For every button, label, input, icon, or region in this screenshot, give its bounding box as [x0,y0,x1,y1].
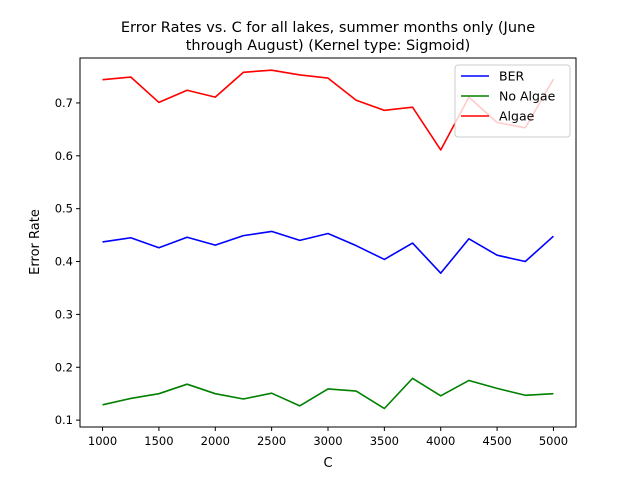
y-axis-label: Error Rate [28,209,43,275]
x-tick-label: 2000 [201,434,230,448]
x-axis-label: C [323,456,332,471]
x-tick-label: 3000 [313,434,342,448]
x-tick-label: 4500 [482,434,511,448]
legend-label-1: No Algae [499,89,556,104]
legend-label-0: BER [499,69,524,84]
x-tick-label: 5000 [539,434,568,448]
y-tick-label: 0.3 [55,307,73,321]
y-tick-label: 0.2 [55,360,73,374]
x-tick-label: 1500 [144,434,173,448]
y-tick-label: 0.6 [55,149,73,163]
x-tick-label: 3500 [370,434,399,448]
y-tick-label: 0.5 [55,202,73,216]
plot-area: 1000 1500 2000 2500 3000 3500 4000 4500 5000 0.1 0… [55,57,577,448]
x-tick-label: 2500 [257,434,286,448]
x-tick-label: 4000 [426,434,455,448]
y-tick-label: 0.1 [55,413,73,427]
y-tick-label: 0.7 [55,96,73,110]
series-line-0 [102,230,554,274]
legend-box [454,64,571,138]
legend-label-2: Algae [499,109,535,124]
legend: BER No Algae Algae [454,64,571,138]
y-tick-label: 0.4 [55,255,73,269]
chart-title-line2: through August) (Kernel type: Sigmoid) [186,38,471,54]
x-tick-label: 1000 [88,434,117,448]
chart-title-line1: Error Rates vs. C for all lakes, summer … [121,20,535,36]
series-line-1 [102,377,554,410]
